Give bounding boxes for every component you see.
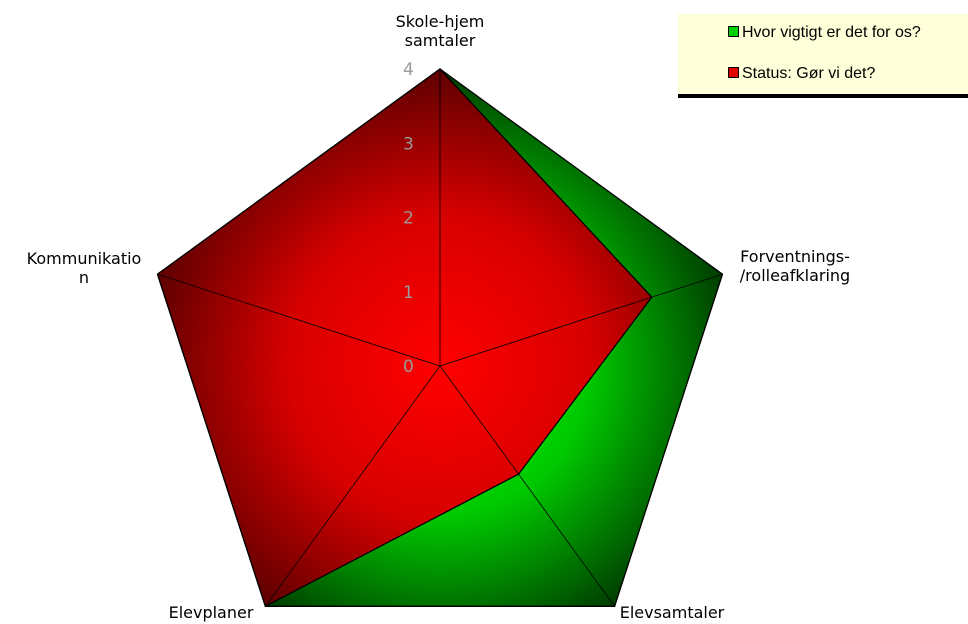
spoke-3 [265, 365, 441, 607]
legend-item-importance: Hvor vigtigt er det for os? [728, 24, 921, 42]
spoke-2 [439, 365, 615, 607]
legend-label-status: Status: Gør vi det? [742, 65, 876, 82]
tick-label-3: 3 [403, 134, 414, 154]
legend-label-importance: Hvor vigtigt er det for os? [742, 24, 921, 41]
tick-label-0: 0 [403, 357, 414, 377]
category-label-4: Kommunikatio n [27, 249, 142, 287]
tick-label-1: 1 [403, 283, 414, 303]
category-label-0: Skole-hjem samtaler [396, 12, 485, 50]
legend: Hvor vigtigt er det for os? Status: Gør … [678, 14, 968, 98]
tick-label-2: 2 [403, 209, 414, 229]
legend-swatch-red [728, 67, 739, 78]
spoke-4 [157, 273, 441, 367]
tick-label-4: 4 [403, 60, 414, 80]
legend-swatch-green [728, 26, 739, 37]
category-label-2: Elevsamtaler [620, 603, 725, 622]
category-label-3: Elevplaner [169, 603, 254, 622]
spoke-1 [439, 273, 723, 367]
category-label-1: Forventnings-/rolleafklaring [740, 247, 850, 285]
legend-item-status: Status: Gør vi det? [728, 65, 875, 83]
series-area-1 [156, 68, 653, 608]
